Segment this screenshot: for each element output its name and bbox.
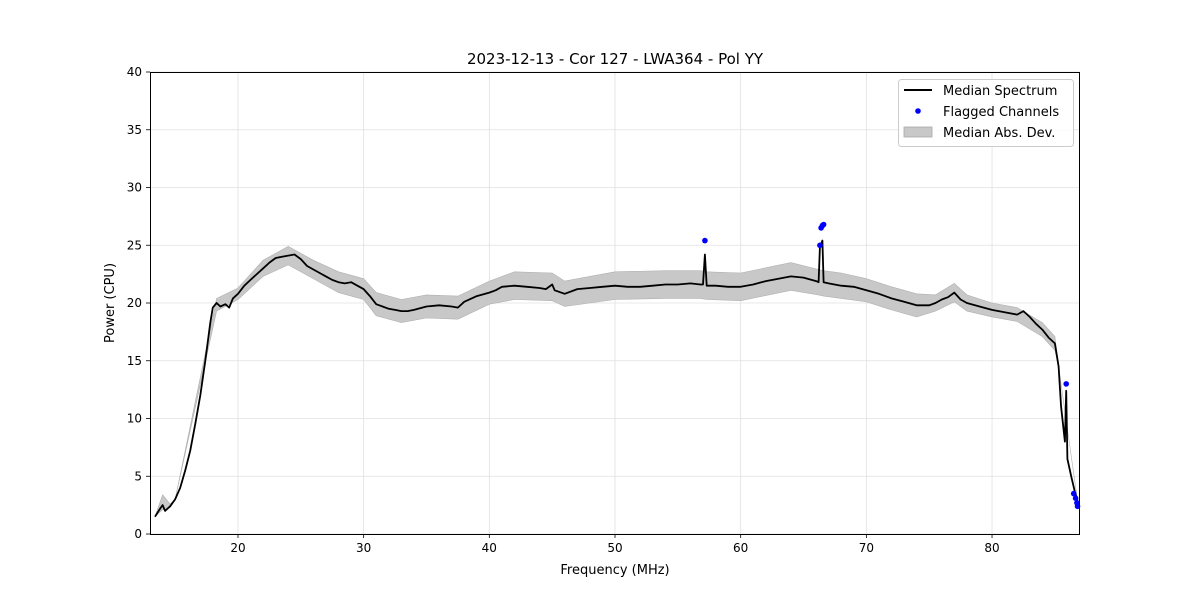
- y-tick-label: 0: [134, 527, 142, 541]
- x-tick-label: 30: [356, 541, 371, 555]
- legend-label-median-spectrum: Median Spectrum: [943, 84, 1057, 99]
- y-tick-label: 10: [127, 412, 142, 426]
- x-tick-label: 60: [733, 541, 748, 555]
- flagged-channel-point: [817, 242, 823, 249]
- y-tick-label: 40: [127, 65, 142, 79]
- flagged-channels-layer: [702, 221, 1081, 510]
- x-tick-label: 20: [230, 541, 245, 555]
- legend-patch-swatch: [903, 126, 933, 138]
- flagged-channel-point: [1063, 381, 1069, 387]
- y-tick-label: 30: [127, 181, 142, 195]
- y-tick-label: 20: [127, 296, 142, 310]
- median-spectrum-line: [154, 239, 1079, 518]
- y-tick-label: 5: [134, 469, 142, 483]
- legend-box: [898, 79, 1074, 147]
- flagged-channel-point: [1074, 503, 1081, 510]
- y-tick-label: 15: [127, 354, 142, 368]
- x-tick-label: 70: [859, 541, 874, 555]
- legend-label-flagged-channels: Flagged Channels: [943, 105, 1059, 120]
- axis-ticks: 20 30 40 50 60 70 80 0 5 10 15 20 25 30 35 40: [127, 65, 1000, 555]
- x-tick-label: 40: [482, 541, 497, 555]
- legend-marker-swatch: [915, 108, 921, 114]
- chart-title: 2023-12-13 - Cor 127 - LWA364 - Pol YY: [467, 50, 764, 68]
- median-line-layer: [154, 239, 1079, 518]
- x-tick-label: 80: [984, 541, 999, 555]
- legend-label-median-abs-dev: Median Abs. Dev.: [943, 126, 1055, 141]
- y-tick-label: 35: [127, 123, 142, 137]
- x-axis-label: Frequency (MHz): [560, 563, 669, 578]
- flagged-channel-point: [1072, 495, 1079, 502]
- legend: Median Spectrum Flagged Channels Median …: [898, 79, 1074, 147]
- y-axis-label: Power (CPU): [103, 263, 118, 343]
- y-tick-label: 25: [127, 238, 142, 252]
- flagged-channel-point: [820, 221, 827, 228]
- flagged-channel-point: [1070, 490, 1077, 497]
- flagged-channel-point: [702, 237, 708, 244]
- x-tick-label: 50: [607, 541, 622, 555]
